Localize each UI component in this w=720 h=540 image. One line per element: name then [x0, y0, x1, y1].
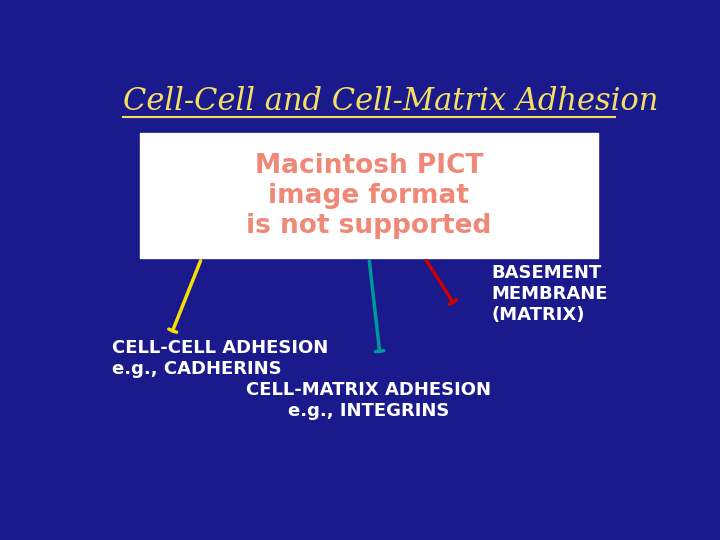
Text: Cell-Cell and Cell-Matrix Adhesion: Cell-Cell and Cell-Matrix Adhesion	[124, 85, 659, 117]
Text: CELL-MATRIX ADHESION
e.g., INTEGRINS: CELL-MATRIX ADHESION e.g., INTEGRINS	[246, 381, 492, 420]
Text: Macintosh PICT
image format
is not supported: Macintosh PICT image format is not suppo…	[246, 153, 492, 239]
Text: CELL-CELL ADHESION
e.g., CADHERINS: CELL-CELL ADHESION e.g., CADHERINS	[112, 339, 328, 378]
Text: BASEMENT
MEMBRANE
(MATRIX): BASEMENT MEMBRANE (MATRIX)	[492, 265, 608, 324]
FancyBboxPatch shape	[140, 133, 598, 258]
